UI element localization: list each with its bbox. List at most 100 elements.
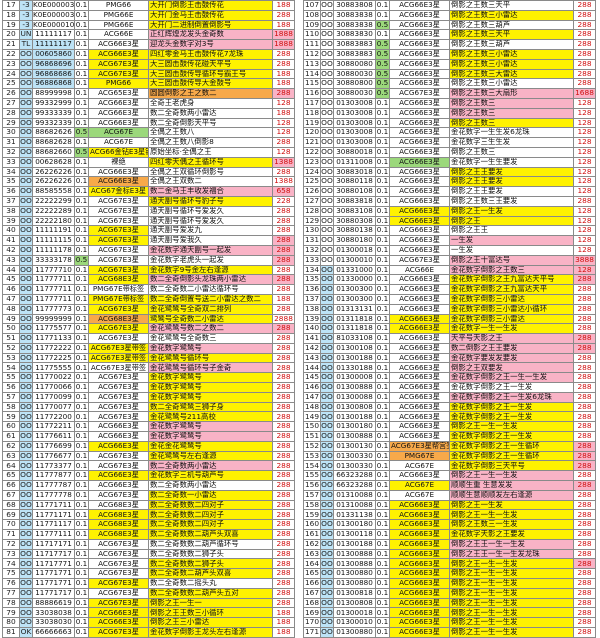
serial-number: 01300088 [333,391,376,403]
description: 倒影之王十富达号 [449,254,574,266]
row-number: 50 [2,323,20,335]
row-number: 33 [2,156,20,168]
grade: 0.1 [74,342,89,354]
grade-label: ACG66E3星 [389,156,450,168]
grade: 0.1 [375,529,390,540]
grade-label: ACG67E3星 [88,264,149,276]
price: 128 [573,156,596,168]
status-code: OO [320,548,334,560]
serial-number: 99332339 [32,117,75,129]
grade: 0.5 [375,48,390,60]
grade-label: ACG66E3星 [389,284,450,295]
grade: 0.1 [74,29,89,41]
status-code: OO [320,470,334,482]
grade: 0.1 [375,215,390,227]
row-number: 146 [303,382,321,393]
table-row: 139 OO 01311818 0.1 ACG66E3星 金花数字倒影三小雷达 288 [303,313,596,325]
table-row: 52 OO 11772222 0.1 ACG67E3星带签 金花数字鹭鸶号 288 [2,342,295,354]
grade: 0.1 [74,480,89,491]
description: 数二金马王丰收发福合 [148,186,273,197]
grade-label: ACG66E3星 [389,627,450,638]
row-number: 154 [303,460,321,472]
table-row: 116 OO 30880030 0.5 ACG67E3星 倒影之王数三大扇形 1688 [303,88,596,99]
status-code: OO [320,107,334,119]
grade: 0.1 [375,244,390,256]
grade: 0.1 [375,548,390,560]
grade: 0.1 [74,313,89,325]
price: 288 [272,568,295,580]
price: 288 [272,362,295,374]
price: 288 [272,401,295,413]
price: 288 [272,431,295,442]
table-row: 124 OO 30883018 0.1 ACG66E3星 倒影之王王要发 128 [303,166,596,178]
grade: 0.1 [74,156,89,168]
status-code: OO [320,58,334,70]
price: 288 [272,509,295,521]
grade: 0.1 [74,333,89,344]
status-code: OO [19,499,33,511]
table-row: 81 OK 66666663 0.1 ACG67E3星 金花数字倒影王龙头左右逢源 188 [2,627,295,638]
row-number: 25 [2,78,20,90]
serial-number: 11777711 [32,284,75,295]
serial-number: 22222299 [32,195,75,207]
price: 288 [573,0,596,11]
description: 倒影之王王要发 [449,176,574,188]
status-code: OO [19,284,33,295]
description: 金花数字通天副号一起发 [148,244,273,256]
serial-number: 01300018 [333,244,376,256]
description: 全偶之王数八倒影8 [148,137,273,148]
table-row: 125 OO 30880118 0.1 ACG66E3星 倒影之王王要发 128 [303,176,596,188]
table-row: 135 OO 01330000 0.1 ACG66E3星 金花数字倒影之王九富达天平号 28… [303,274,596,286]
description: 倒影之王一生一生发 [449,568,574,580]
description: 金花数字倒影三天平号 [449,460,574,472]
status-code: OO [19,352,33,364]
row-number: 39 [2,215,20,227]
grade: 0.1 [74,499,89,511]
description: 倒影之王一生一生发 [449,607,574,619]
serial-number: 11771117 [32,519,75,531]
description: 金花数字天影之王要发 [449,529,574,540]
price: 288 [272,9,295,21]
price: 288 [272,352,295,364]
serial-number: 01310088 [333,489,376,501]
row-number: 162 [303,538,321,550]
table-row: 21 TL 11111117 0.1 ACG66E3星 迎龙头金数字对3号 1888 [2,39,295,50]
description: 倒影之王一生发 [449,205,574,217]
grade-label: ACG66E [389,264,450,276]
row-number: 170 [303,617,321,628]
grade: 0.1 [74,88,89,99]
price: 288 [573,323,596,335]
serial-number: 30883108 [333,205,376,217]
price: 288 [573,58,596,70]
description: 大开门金马王击鼓传花 [148,9,273,21]
description: 金花鹭鸶号数二之数二 [148,323,273,335]
price: 128 [573,244,596,256]
price: 1388 [272,176,295,188]
serial-number: 01303008 [333,107,376,119]
row-number: 64 [2,460,20,472]
status-code: OO [19,274,33,286]
price: 288 [272,58,295,70]
price: 288 [573,313,596,325]
serial-number: 11771717 [32,587,75,599]
row-number: 135 [303,274,321,286]
grade-label: ACG66E3星 [389,558,450,570]
row-number: 167 [303,587,321,599]
table-row: 34 OO 26226226 0.1 ACG66E3星 全偶之王双循环倒影号 288 [2,166,295,178]
status-code: OO [320,460,334,472]
table-row: 113 OO 30880080 0.5 ACG66E3星 倒影之王数三小雷达 288 [303,58,596,70]
table-row: 112 OO 30883883 0.5 ACG66E3星 倒影之王数三小雷达 288 [303,48,596,60]
table-row: 111 OO 30883883 0.5 ACG66E3星 倒影之王数三葫芦 288 [303,39,596,50]
grade-label: PMG66E [88,9,149,21]
table-row: 162 OO 01300188 0.1 ACG66E3星 倒影之王王一生一生发 288 [303,538,596,550]
description: 金花数字三生生发 [449,137,574,148]
description: 倒影之王数三大扇形 [449,88,574,99]
description: 倒影之王 [449,215,574,227]
grade: 0.1 [74,431,89,442]
status-code: OO [320,244,334,256]
description: 一生发 [449,235,574,246]
price: 128 [573,215,596,227]
description: 数二全奇鹭鸶三狮子身 [148,401,273,413]
grade: 0.1 [74,607,89,619]
description: 全偶之王双数二 [148,176,273,188]
